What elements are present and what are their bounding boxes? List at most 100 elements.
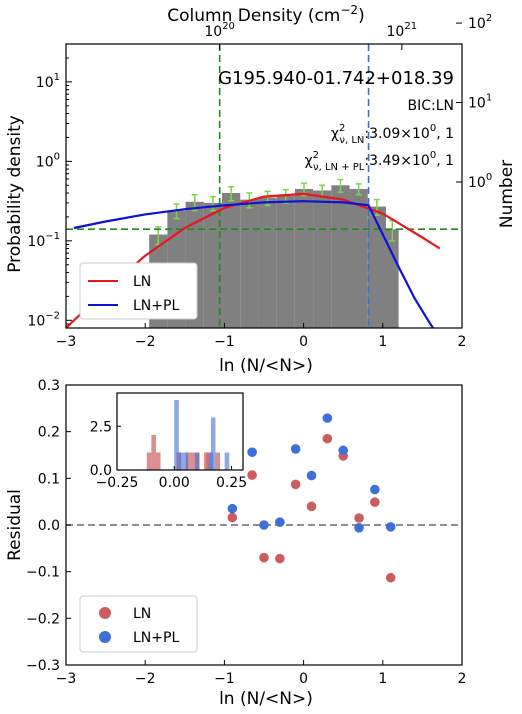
legend-res-lnpl-marker bbox=[99, 631, 111, 643]
inset-x-tick-label: 0.25 bbox=[216, 475, 247, 491]
inset-ln-bar bbox=[155, 452, 161, 470]
bottom-x-axis-label: ln (N/<N>) bbox=[219, 689, 313, 709]
x-tick-label: 1 bbox=[378, 671, 387, 687]
top-y2-axis-label: Number bbox=[497, 160, 517, 228]
residual-ln-point bbox=[259, 552, 269, 563]
legend-lnpl-label: LN+PL bbox=[133, 298, 179, 314]
y-tick-label: 0.3 bbox=[38, 378, 60, 394]
residual-lnpl-point bbox=[275, 517, 285, 527]
residual-ln-point bbox=[322, 433, 333, 444]
residual-ln-point bbox=[385, 572, 396, 583]
histogram-bar bbox=[258, 197, 277, 328]
histogram-bar bbox=[203, 202, 223, 328]
residual-lnpl-point bbox=[322, 413, 333, 423]
chi-ln-annotation: χ2 ν, LN:3.09×100, 1 bbox=[331, 123, 454, 146]
top-x-axis-title: Column Density (cm−2) bbox=[167, 3, 364, 26]
histogram-bar bbox=[331, 185, 350, 328]
bic-annotation: BIC:LN bbox=[408, 98, 455, 114]
inset-y-tick-label: 0.0 bbox=[90, 463, 112, 479]
inset-ln-bar bbox=[146, 452, 152, 470]
inset-ln-bar bbox=[190, 452, 195, 470]
histogram-bar bbox=[349, 188, 368, 328]
inset-lnpl-bar bbox=[178, 452, 184, 470]
chi-lnpl-annotation: χ2 ν, LN + PL:3.49×100, 1 bbox=[305, 150, 454, 173]
residual-lnpl-point bbox=[227, 503, 238, 514]
inset-histogram: −0.25 0.00 0.25 0.0 2.5 bbox=[90, 392, 247, 491]
x-tick-label: −2 bbox=[135, 671, 156, 687]
bottom-legend: LN LN+PL bbox=[79, 595, 198, 653]
residual-ln-point bbox=[306, 501, 317, 512]
inset-ln-bar bbox=[151, 435, 156, 470]
inset-lnpl-bar bbox=[194, 452, 200, 470]
y-tick-label: 10−2 bbox=[27, 310, 60, 329]
x-tick-label: −3 bbox=[56, 334, 77, 350]
y-tick-label: 0.2 bbox=[38, 425, 60, 441]
legend-ln-label: LN bbox=[133, 274, 151, 290]
y2-tick-label: 101 bbox=[468, 93, 492, 112]
x-tick-label: 1 bbox=[378, 334, 387, 350]
x-tick-label: 2 bbox=[458, 671, 467, 687]
y-tick-label: −0.1 bbox=[26, 565, 60, 581]
y-tick-label: 10−1 bbox=[27, 231, 60, 250]
x-tick-label: 0 bbox=[299, 671, 308, 687]
y2-tick-label: 102 bbox=[468, 13, 492, 32]
inset-frame bbox=[116, 392, 244, 471]
histogram-bar bbox=[313, 190, 332, 328]
residual-lnpl-point bbox=[306, 470, 317, 481]
histogram-bar bbox=[222, 192, 241, 328]
residual-lnpl-point bbox=[354, 523, 364, 533]
residual-ln-point bbox=[227, 512, 238, 523]
x-tick-label: −2 bbox=[135, 334, 156, 350]
legend-res-ln-marker bbox=[99, 607, 111, 619]
top-plot-area: −3−2−101210−210−110010110010110210310201… bbox=[27, 13, 492, 350]
inset-lnpl-bar bbox=[224, 452, 230, 470]
top-plot-frame bbox=[65, 43, 463, 329]
histogram-bar bbox=[294, 188, 314, 328]
residual-ln-point bbox=[290, 479, 301, 490]
top-panel: Column Density (cm−2) −3 −2 −1 0 1 2 10−2 10−1 1… bbox=[5, 3, 517, 376]
y-tick-label: −0.2 bbox=[26, 611, 60, 627]
legend-res-lnpl-label: LN+PL bbox=[133, 630, 179, 646]
inset-y-tick-label: 2.5 bbox=[90, 419, 112, 435]
legend-res-ln-label: LN bbox=[133, 606, 151, 622]
histogram-bar bbox=[240, 199, 259, 328]
inset-ln-bar bbox=[215, 452, 221, 470]
bottom-y-axis-label: Residual bbox=[5, 489, 25, 561]
residual-ln-point bbox=[247, 470, 257, 480]
histogram-bar bbox=[276, 195, 295, 328]
y-tick-label: 101 bbox=[36, 72, 60, 91]
residual-lnpl-point bbox=[247, 447, 257, 458]
x-tick-label: 2 bbox=[458, 334, 467, 350]
y2-tick-label: 100 bbox=[468, 172, 492, 191]
lnpl-fit-curve bbox=[73, 200, 435, 328]
bottom-panel: −3 −2 −1 0 1 2 −0.3 −0.2 −0.1 0.0 0.1 0.2 0.3 ln (N/… bbox=[5, 378, 466, 709]
inset-x-tick-label: −0.25 bbox=[96, 475, 139, 491]
histogram-bar bbox=[385, 229, 399, 328]
y-tick-label: −0.3 bbox=[26, 658, 60, 674]
residual-lnpl-point bbox=[370, 484, 380, 495]
residual-ln-point bbox=[354, 513, 364, 523]
top-tick-label: 1020 bbox=[204, 21, 235, 40]
inset-lnpl-bar bbox=[210, 417, 216, 470]
inset-lnpl-bar bbox=[183, 452, 189, 470]
top-y-axis-label: Probability density bbox=[5, 115, 25, 273]
y-tick-label: 0.0 bbox=[38, 518, 60, 534]
residual-ln-point bbox=[370, 497, 380, 507]
x-tick-label: −1 bbox=[214, 334, 235, 350]
histogram-bar bbox=[367, 206, 386, 328]
y-tick-label: 100 bbox=[36, 151, 60, 170]
residual-lnpl-point bbox=[385, 522, 396, 532]
inset-lnpl-bar bbox=[174, 400, 179, 470]
top-legend: LN LN+PL bbox=[79, 262, 198, 320]
x-tick-label: 0 bbox=[299, 334, 308, 350]
residual-lnpl-point bbox=[290, 444, 301, 454]
x-tick-label: −3 bbox=[56, 671, 77, 687]
bottom-plot-area: −3 −2 −1 0 1 2 −0.3 −0.2 −0.1 0.0 0.1 0.2 0.3 bbox=[26, 378, 466, 687]
x-tick-label: −1 bbox=[214, 671, 235, 687]
chart-title: G195.940-01.742+018.39 bbox=[218, 68, 454, 89]
top-tick-label: 1021 bbox=[387, 21, 418, 40]
inset-x-tick-label: 0.00 bbox=[159, 475, 190, 491]
y-tick-label: 0.1 bbox=[38, 471, 60, 487]
residual-lnpl-point bbox=[259, 520, 269, 530]
